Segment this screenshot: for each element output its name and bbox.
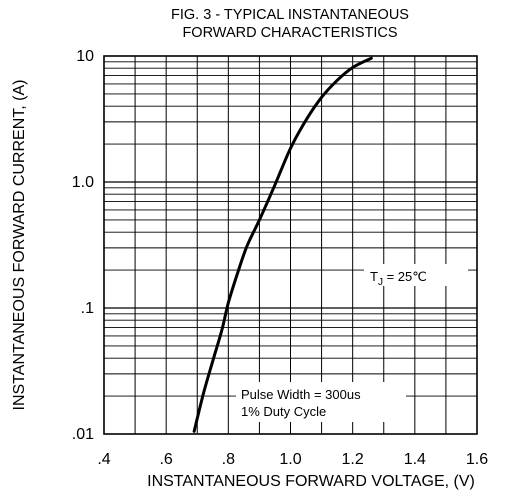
- series-layer: [192, 56, 373, 433]
- grid-lines: [104, 56, 477, 434]
- x-tick-label: .8: [222, 451, 235, 468]
- duty-cycle-annotation: 1% Duty Cycle: [241, 404, 326, 419]
- forward-characteristic-curve: [192, 56, 373, 433]
- tj-annotation: TJ = 25℃: [370, 269, 427, 288]
- x-tick-label: 1.6: [466, 451, 488, 468]
- x-tick-label: 1.2: [342, 451, 364, 468]
- y-tick-label: .1: [81, 300, 94, 317]
- x-tick-labels: .4 .6 .8 1.0 1.2 1.4 1.6: [97, 451, 488, 468]
- y-tick-label: 10: [76, 48, 94, 65]
- x-axis-label: INSTANTANEOUS FORWARD VOLTAGE, (V): [147, 473, 475, 490]
- y-tick-label: .01: [72, 426, 94, 443]
- y-tick-label: 1.0: [72, 174, 94, 191]
- tj-annotation-box: [364, 264, 468, 286]
- x-tick-label: 1.0: [279, 451, 301, 468]
- chart-title-line-2: FORWARD CHARACTERISTICS: [182, 25, 397, 41]
- y-tick-labels: 10 1.0 .1 .01: [72, 48, 94, 443]
- pulse-width-annotation: Pulse Width = 300us: [241, 387, 361, 402]
- y-axis-label: INSTANTANEOUS FORWARD CURRENT, (A): [11, 80, 28, 411]
- chart-title-line-1: FIG. 3 - TYPICAL INSTANTANEOUS: [171, 7, 409, 23]
- x-tick-label: .4: [97, 451, 110, 468]
- x-tick-label: 1.4: [404, 451, 426, 468]
- plot-frame: [103, 55, 478, 435]
- pulse-annotation-box: [236, 382, 406, 422]
- x-tick-label: .6: [159, 451, 172, 468]
